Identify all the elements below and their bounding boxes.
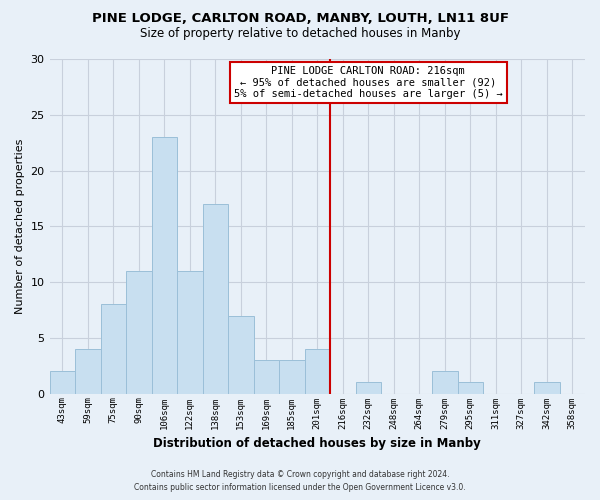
X-axis label: Distribution of detached houses by size in Manby: Distribution of detached houses by size … <box>154 437 481 450</box>
Bar <box>534 382 560 394</box>
Text: PINE LODGE, CARLTON ROAD, MANBY, LOUTH, LN11 8UF: PINE LODGE, CARLTON ROAD, MANBY, LOUTH, … <box>91 12 509 26</box>
Text: PINE LODGE CARLTON ROAD: 216sqm
← 95% of detached houses are smaller (92)
5% of : PINE LODGE CARLTON ROAD: 216sqm ← 95% of… <box>234 66 503 99</box>
Bar <box>305 349 330 394</box>
Bar <box>50 372 75 394</box>
Bar <box>228 316 254 394</box>
Text: Size of property relative to detached houses in Manby: Size of property relative to detached ho… <box>140 28 460 40</box>
Bar <box>152 137 177 394</box>
Bar <box>203 204 228 394</box>
Y-axis label: Number of detached properties: Number of detached properties <box>15 138 25 314</box>
Bar <box>356 382 381 394</box>
Bar <box>75 349 101 394</box>
Bar <box>254 360 279 394</box>
Bar <box>177 271 203 394</box>
Bar <box>126 271 152 394</box>
Text: Contains HM Land Registry data © Crown copyright and database right 2024.
Contai: Contains HM Land Registry data © Crown c… <box>134 470 466 492</box>
Bar <box>101 304 126 394</box>
Bar <box>432 372 458 394</box>
Bar <box>279 360 305 394</box>
Bar <box>458 382 483 394</box>
